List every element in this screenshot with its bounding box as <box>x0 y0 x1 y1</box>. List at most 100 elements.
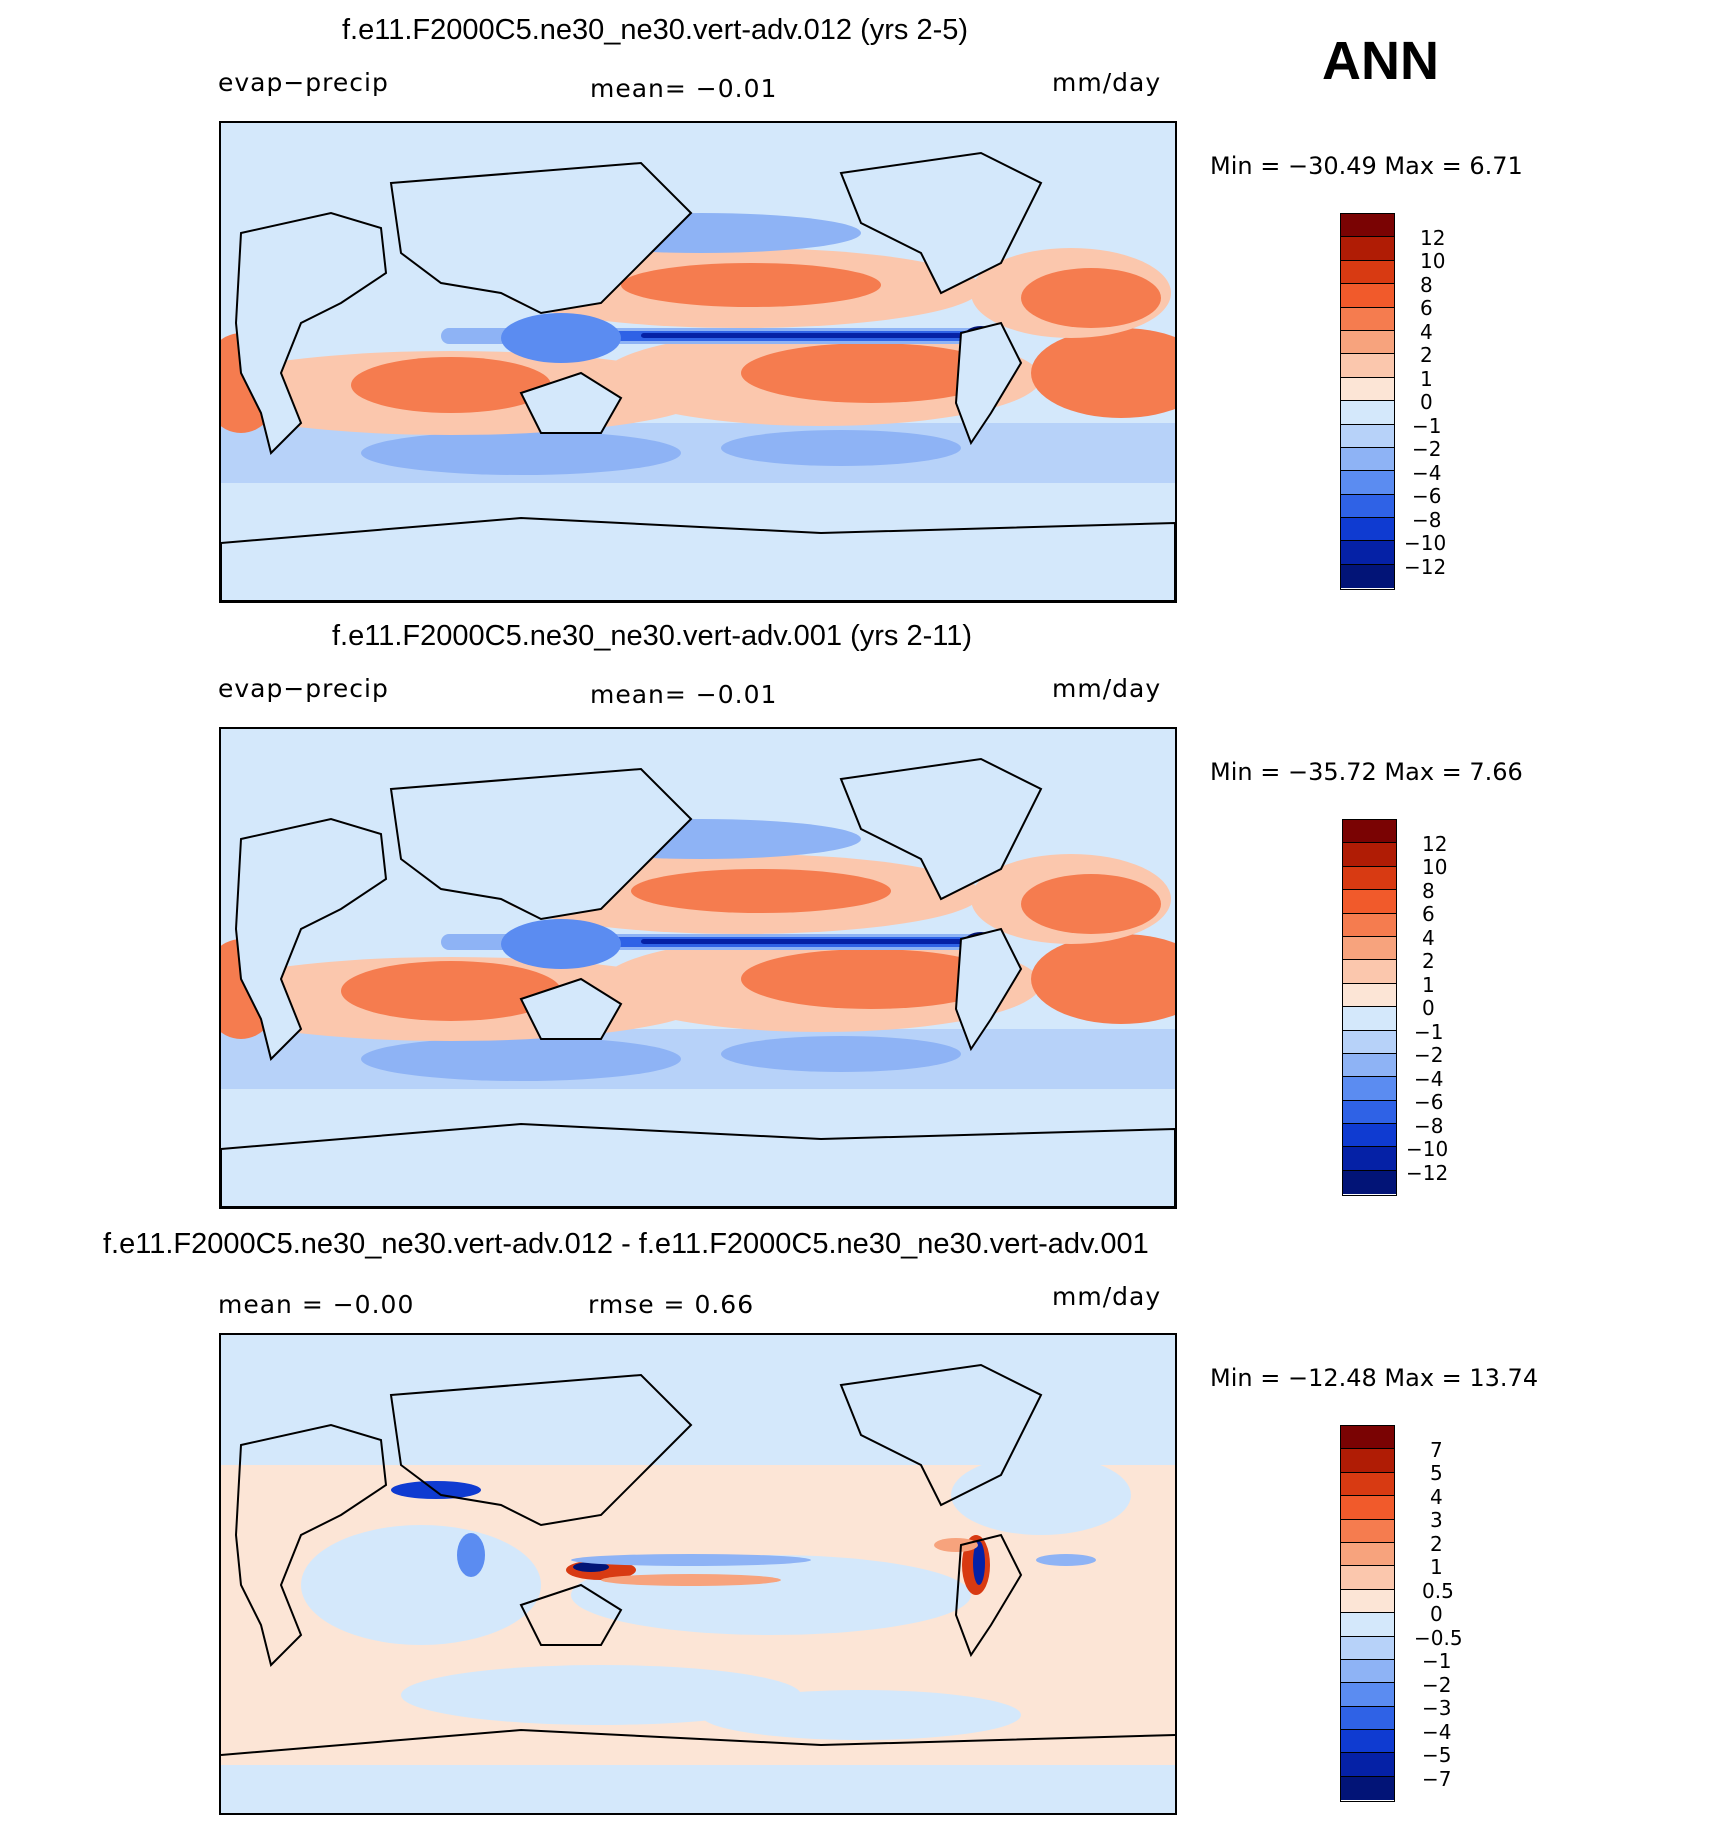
panel2-colorbar-swatch <box>1343 913 1396 937</box>
panel3-tick: 7 <box>1430 1438 1443 1462</box>
panel1-tick: −10 <box>1404 531 1447 555</box>
panel3-tick: −7 <box>1422 1767 1452 1791</box>
panel2-tick: −2 <box>1414 1043 1444 1067</box>
panel3-tick: 2 <box>1430 1532 1443 1556</box>
panel1-mean: mean= −0.01 <box>590 74 778 103</box>
panel3-colorbar-swatch <box>1341 1706 1394 1731</box>
panel1-tick: −6 <box>1412 484 1442 508</box>
panel1-colorbar-swatch <box>1341 354 1394 378</box>
panel3-tick: −4 <box>1422 1720 1452 1744</box>
panel1-tick: −4 <box>1412 461 1442 485</box>
panel1-colorbar-swatch <box>1341 447 1394 472</box>
panel3-colorbar-swatch <box>1341 1449 1394 1473</box>
panel1-colorbar-swatch <box>1341 237 1394 261</box>
panel3-colorbar-swatch <box>1341 1519 1394 1543</box>
panel2-tick: −6 <box>1414 1090 1444 1114</box>
panel3-tick: −2 <box>1422 1673 1452 1697</box>
panel1-tick: −8 <box>1412 508 1442 532</box>
panel1-colorbar-swatch <box>1341 330 1394 355</box>
panel3-colorbar-swatch <box>1341 1613 1394 1637</box>
panel1-colorbar-swatch <box>1341 518 1394 542</box>
panel2-colorbar-swatch <box>1343 1170 1396 1195</box>
panel2-tick: −10 <box>1406 1137 1449 1161</box>
panel3-tick: 1 <box>1430 1555 1443 1579</box>
panel1-map-field <box>221 123 1175 601</box>
panel2-tick: 1 <box>1422 973 1435 997</box>
panel1-tick: −1 <box>1412 414 1442 438</box>
panel2-colorbar-swatch <box>1343 1007 1396 1031</box>
panel3-tick: 5 <box>1430 1461 1443 1485</box>
panel2-colorbar-swatch <box>1343 936 1396 961</box>
panel2-colorbar-swatch <box>1343 820 1396 844</box>
panel3-tick: −3 <box>1422 1696 1452 1720</box>
panel2-title: f.e11.F2000C5.ne30_ne30.vert-adv.001 (yr… <box>332 620 972 652</box>
panel2-tick: −8 <box>1414 1114 1444 1138</box>
panel2-map-field <box>221 729 1175 1207</box>
panel3-tick: 0.5 <box>1422 1579 1454 1603</box>
panel1-colorbar-swatch <box>1341 471 1394 495</box>
panel2-tick: −4 <box>1414 1067 1444 1091</box>
panel2-colorbar-swatch <box>1343 890 1396 914</box>
panel2-tick: 0 <box>1422 996 1435 1020</box>
panel1-tick: 2 <box>1420 343 1433 367</box>
panel2-tick: 12 <box>1422 832 1448 856</box>
panel1-tick: 1 <box>1420 367 1433 391</box>
panel1-tick: 0 <box>1420 390 1433 414</box>
panel1-colorbar-swatch <box>1341 424 1394 448</box>
panel3-colorbar-swatch <box>1341 1496 1394 1520</box>
panel2-colorbar-swatch <box>1343 1147 1396 1171</box>
panel3-tick: −5 <box>1422 1743 1452 1767</box>
panel3-colorbar-swatch <box>1341 1566 1394 1590</box>
panel3-tick: 4 <box>1430 1485 1443 1509</box>
panel1-colorbar <box>1340 213 1395 590</box>
panel3-title: f.e11.F2000C5.ne30_ne30.vert-adv.012 - f… <box>103 1228 1149 1260</box>
panel3-tick: 0 <box>1430 1602 1443 1626</box>
panel2-mean: mean= −0.01 <box>590 680 778 709</box>
panel2-colorbar-swatch <box>1343 960 1396 984</box>
panel2-tick: 10 <box>1422 855 1448 879</box>
panel3-rmse: rmse = 0.66 <box>588 1290 755 1319</box>
panel1-tick: 10 <box>1420 249 1446 273</box>
panel2-colorbar <box>1342 819 1397 1196</box>
panel2-colorbar-swatch <box>1343 843 1396 867</box>
panel3-colorbar <box>1340 1425 1395 1802</box>
panel3-units: mm/day <box>1052 1282 1162 1311</box>
panel1-tick: −2 <box>1412 437 1442 461</box>
panel3-colorbar-swatch <box>1341 1776 1394 1801</box>
panel1-minmax: Min = −30.49 Max = 6.71 <box>1210 152 1523 180</box>
panel3-colorbar-swatch <box>1341 1659 1394 1684</box>
panel1-colorbar-swatch <box>1341 307 1394 331</box>
panel3-colorbar-swatch <box>1341 1472 1394 1497</box>
panel1-colorbar-swatch <box>1341 377 1394 402</box>
panel2-tick: 4 <box>1422 926 1435 950</box>
panel3-colorbar-swatch <box>1341 1683 1394 1707</box>
panel2-minmax: Min = −35.72 Max = 7.66 <box>1210 758 1523 786</box>
panel2-colorbar-swatch <box>1343 1124 1396 1148</box>
panel3-map-field <box>221 1335 1175 1813</box>
panel2-tick: −1 <box>1414 1020 1444 1044</box>
panel1-tick: 12 <box>1420 226 1446 250</box>
panel2-colorbar-swatch <box>1343 1030 1396 1054</box>
panel2-tick: −12 <box>1406 1161 1449 1185</box>
panel2-colorbar-swatch <box>1343 866 1396 891</box>
panel3-colorbar-swatch <box>1341 1589 1394 1614</box>
panel1-units: mm/day <box>1052 68 1162 97</box>
panel1-colorbar-swatch <box>1341 541 1394 565</box>
panel1-tick: −12 <box>1404 555 1447 579</box>
panel3-colorbar-swatch <box>1341 1426 1394 1450</box>
panel3-colorbar-swatch <box>1341 1542 1394 1567</box>
panel1-map <box>219 121 1177 603</box>
panel1-tick: 6 <box>1420 296 1433 320</box>
panel2-colorbar-swatch <box>1343 983 1396 1008</box>
panel1-colorbar-swatch <box>1341 564 1394 589</box>
panel1-colorbar-swatch <box>1341 284 1394 308</box>
panel3-mean: mean = −0.00 <box>218 1290 415 1319</box>
panel3-colorbar-swatch <box>1341 1730 1394 1754</box>
panel1-variable: evap−precip <box>218 68 389 97</box>
panel3-tick: 3 <box>1430 1508 1443 1532</box>
panel3-tick: −1 <box>1422 1649 1452 1673</box>
panel2-units: mm/day <box>1052 674 1162 703</box>
season-label: ANN <box>1322 31 1439 91</box>
panel1-colorbar-swatch <box>1341 494 1394 519</box>
panel1-title: f.e11.F2000C5.ne30_ne30.vert-adv.012 (yr… <box>342 14 969 46</box>
